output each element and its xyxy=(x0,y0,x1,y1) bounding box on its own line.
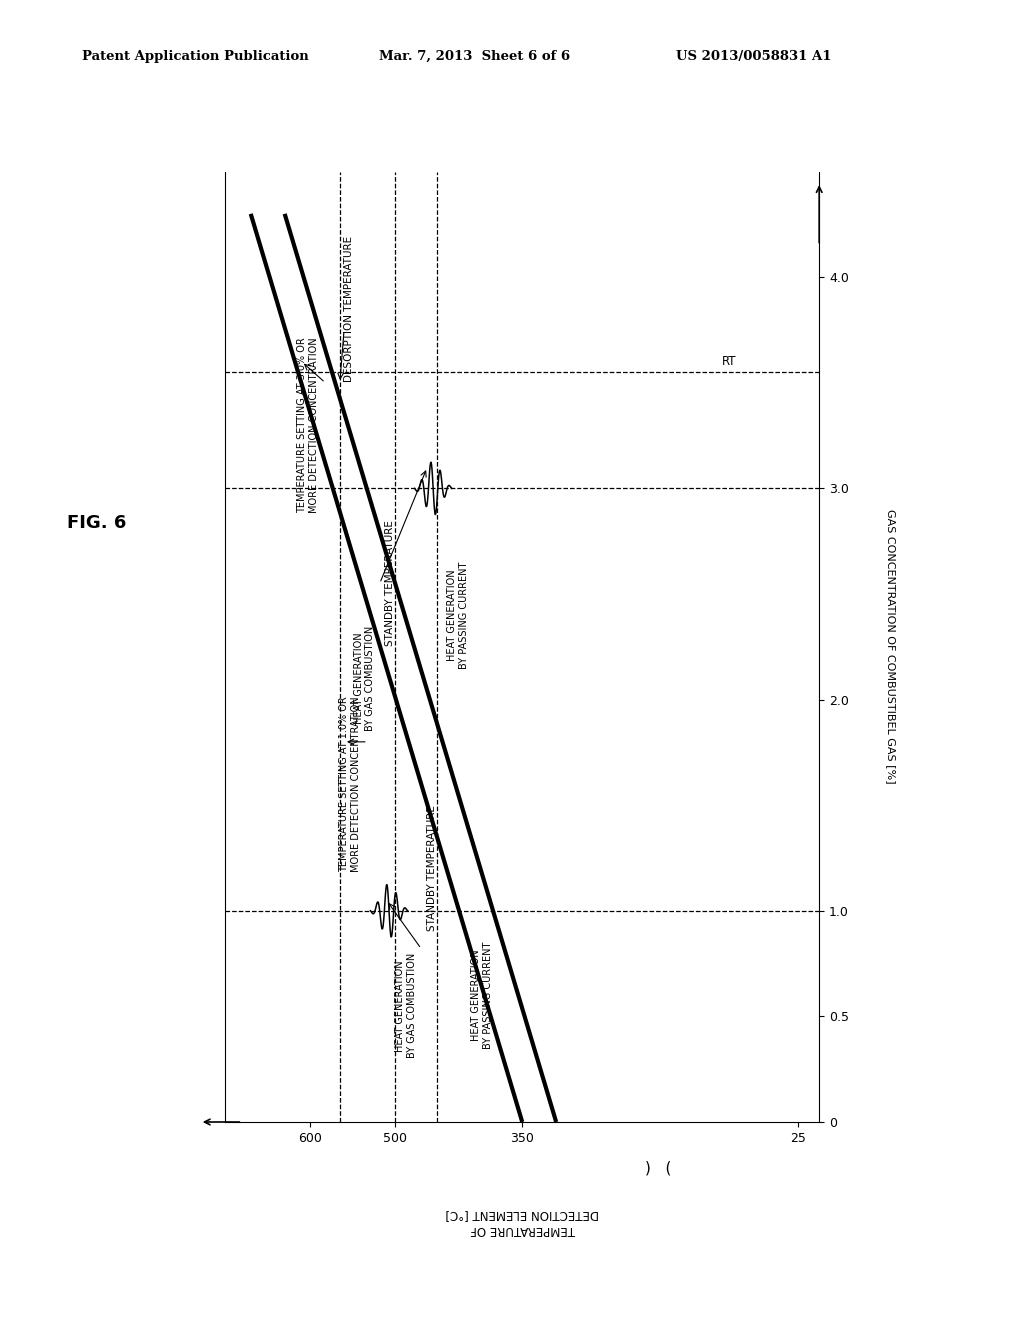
Text: STANDBY TEMPERATURE: STANDBY TEMPERATURE xyxy=(427,805,437,932)
Text: GAS CONCENTRATION OF COMBUSTIBEL GAS [%]: GAS CONCENTRATION OF COMBUSTIBEL GAS [%] xyxy=(886,510,895,784)
Text: TEMPERATURE SETTING AT 3.0% OR
MORE DETECTION CONCENTRATION: TEMPERATURE SETTING AT 3.0% OR MORE DETE… xyxy=(297,337,318,513)
Text: FIG. 6: FIG. 6 xyxy=(67,513,126,532)
Text: HEAT GENERATION
BY PASSING CURRENT: HEAT GENERATION BY PASSING CURRENT xyxy=(471,941,493,1049)
Text: DESORPTION TEMPERATURE: DESORPTION TEMPERATURE xyxy=(344,236,354,381)
Text: HEAT GENERATION
BY GAS COMBUSTION: HEAT GENERATION BY GAS COMBUSTION xyxy=(395,953,417,1059)
Text: RT: RT xyxy=(722,355,736,368)
Text: Mar. 7, 2013  Sheet 6 of 6: Mar. 7, 2013 Sheet 6 of 6 xyxy=(379,50,570,63)
Text: HEAT GENERATION
BY GAS COMBUSTION: HEAT GENERATION BY GAS COMBUSTION xyxy=(354,626,376,731)
Text: US 2013/0058831 A1: US 2013/0058831 A1 xyxy=(676,50,831,63)
Text: TEMPERATURE OF
DETECTION ELEMENT [°C]: TEMPERATURE OF DETECTION ELEMENT [°C] xyxy=(445,1208,599,1236)
Text: STANDBY TEMPERATURE: STANDBY TEMPERATURE xyxy=(385,520,395,647)
Text: Patent Application Publication: Patent Application Publication xyxy=(82,50,308,63)
Text: )   (: ) ( xyxy=(645,1162,671,1176)
Text: TEMPERATURE SETTING AT 1.0% OR
MORE DETECTION CONCENTRATION: TEMPERATURE SETTING AT 1.0% OR MORE DETE… xyxy=(339,696,361,873)
Text: HEAT GENERATION
BY PASSING CURRENT: HEAT GENERATION BY PASSING CURRENT xyxy=(447,561,469,669)
